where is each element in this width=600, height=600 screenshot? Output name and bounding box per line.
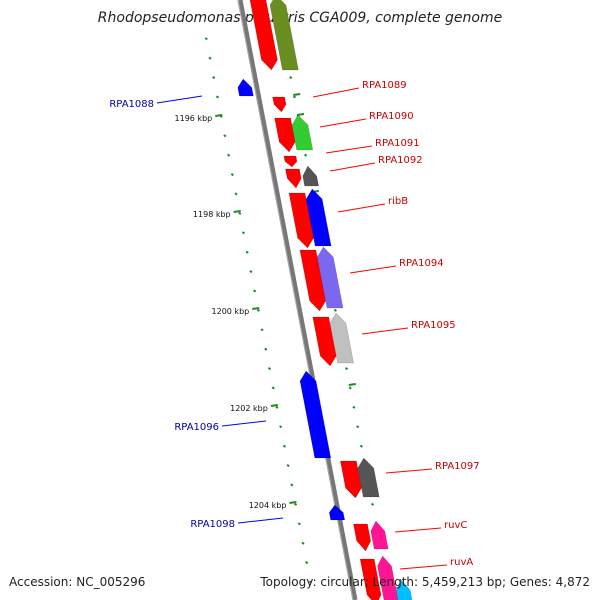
gene-label[interactable]: ruvC: [444, 520, 467, 531]
gene-arrow[interactable]: [269, 0, 299, 71]
gene-arrow[interactable]: [288, 192, 314, 249]
gene-label[interactable]: RPA1092: [378, 155, 423, 166]
gene-arrow[interactable]: [359, 558, 382, 600]
gene-arrow[interactable]: [305, 188, 332, 247]
gene-arrow[interactable]: [299, 370, 332, 459]
gene-label[interactable]: RPA1091: [375, 138, 420, 149]
gene-arrow[interactable]: [291, 114, 314, 151]
gene-arrow[interactable]: [302, 165, 319, 187]
kbp-tick-label: 1204 kbp: [249, 501, 287, 510]
gene-label[interactable]: RPA1098: [190, 519, 235, 530]
gene-arrow[interactable]: [329, 312, 354, 364]
gene-arrow[interactable]: [283, 155, 298, 168]
gene-arrow[interactable]: [370, 520, 389, 550]
gene-arrow[interactable]: [274, 117, 296, 153]
gene-arrow[interactable]: [312, 316, 337, 367]
accession-text: Accession: NC_005296: [9, 575, 146, 589]
gene-label[interactable]: RPA1088: [109, 99, 154, 110]
gene-arrow[interactable]: [272, 96, 287, 113]
gene-arrow[interactable]: [357, 457, 380, 498]
gene-label[interactable]: RPA1094: [399, 258, 444, 269]
gene-arrow[interactable]: [353, 523, 371, 552]
gene-arrow[interactable]: [395, 579, 413, 600]
kbp-tick-label: 1196 kbp: [175, 114, 213, 123]
gene-label[interactable]: RPA1090: [369, 111, 414, 122]
gene-arrow[interactable]: [249, 0, 278, 71]
gene-arrow[interactable]: [285, 168, 302, 189]
gene-arrow[interactable]: [237, 78, 254, 97]
map-title: Rhodopseudomonas palustris CGA009, compl…: [97, 10, 503, 26]
gene-arrow[interactable]: [299, 249, 326, 312]
kbp-tick-label: 1200 kbp: [212, 307, 250, 316]
topology-summary: Topology: circular; Length: 5,459,213 bp…: [260, 575, 590, 589]
gene-label[interactable]: ruvA: [450, 557, 473, 568]
kbp-tick-label: 1198 kbp: [193, 210, 231, 219]
gene-label[interactable]: RPA1095: [411, 320, 456, 331]
gene-arrow[interactable]: [317, 246, 344, 309]
gene-label[interactable]: RPA1097: [435, 461, 480, 472]
gene-arrow[interactable]: [340, 460, 362, 499]
gene-label[interactable]: ribB: [388, 196, 408, 207]
genome-backbone: [237, 0, 358, 600]
gene-arrow[interactable]: [377, 555, 399, 600]
gene-label[interactable]: RPA1096: [174, 422, 219, 433]
gene-arrow[interactable]: [328, 504, 345, 521]
kbp-tick-label: 1202 kbp: [230, 404, 268, 413]
gene-label[interactable]: RPA1089: [362, 80, 407, 91]
